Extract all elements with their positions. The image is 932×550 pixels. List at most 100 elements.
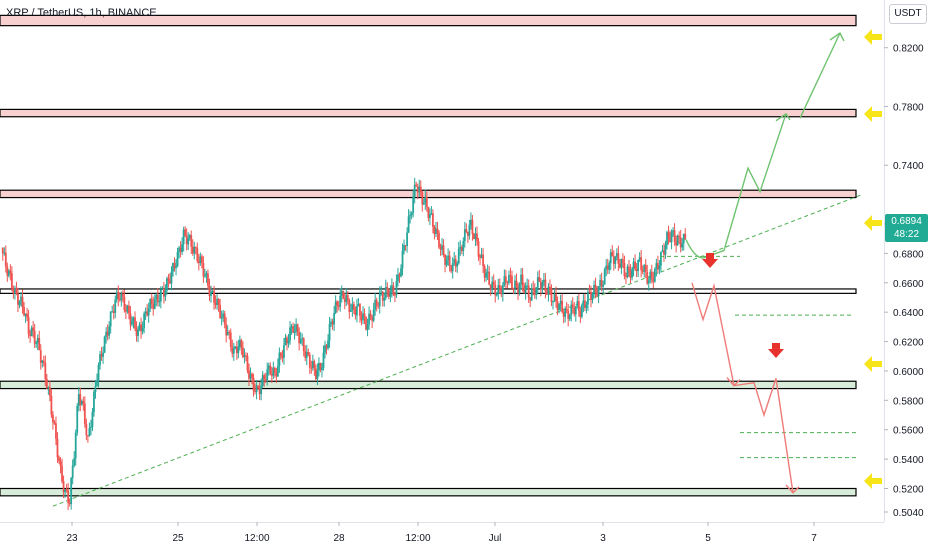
candle	[1, 247, 4, 261]
candle	[286, 335, 288, 351]
candle	[378, 286, 381, 314]
candle-body	[625, 276, 627, 278]
candle	[137, 326, 139, 343]
time-axis[interactable]: 23 25 12:00 28 12:00 Jul 3 5 7	[66, 522, 817, 544]
candle-body	[67, 490, 70, 503]
candle-body	[121, 293, 124, 297]
candle-body	[243, 355, 246, 357]
candle	[473, 232, 475, 240]
candle	[521, 267, 524, 292]
candle	[272, 361, 275, 380]
candle-body	[286, 337, 288, 344]
candle-body	[644, 265, 647, 272]
candle	[647, 276, 650, 291]
candle	[476, 226, 478, 246]
candle-body	[549, 286, 551, 291]
candle	[401, 243, 404, 276]
candle	[526, 278, 529, 290]
candle-body	[413, 184, 416, 197]
candle	[629, 264, 632, 284]
candle	[365, 316, 367, 331]
bearish-arrowhead	[726, 377, 741, 387]
candle	[634, 254, 636, 271]
candle-body	[14, 288, 16, 294]
candle	[468, 219, 471, 240]
candle-body	[261, 375, 264, 386]
candle	[511, 270, 513, 291]
candle	[58, 455, 60, 464]
candle	[24, 313, 27, 323]
candle	[298, 327, 301, 351]
currency-button[interactable]: USDT	[889, 4, 927, 24]
candle	[611, 245, 614, 257]
candle-body	[521, 274, 524, 286]
price-tick-label: 0.6000	[893, 367, 924, 378]
price-tick-label: 0.6400	[893, 308, 924, 319]
candle-body	[535, 287, 538, 295]
candle-body	[339, 295, 342, 307]
candle	[82, 396, 85, 411]
candle	[214, 295, 217, 309]
candle-body	[205, 273, 208, 276]
candle-body	[536, 277, 539, 288]
candle	[514, 275, 516, 295]
candle	[670, 229, 673, 250]
candle-body	[20, 296, 22, 302]
candle	[158, 294, 161, 307]
candle	[128, 300, 130, 320]
price-tick-label: 0.5040	[893, 508, 924, 519]
candle	[62, 475, 65, 499]
level-pointer-arrow-icon	[864, 29, 882, 45]
candle-body	[497, 285, 500, 294]
candle-body	[389, 291, 392, 297]
candle	[48, 381, 51, 402]
candle-body	[266, 369, 269, 381]
candle-body	[126, 305, 129, 312]
candle	[416, 183, 419, 200]
candle-body	[526, 285, 529, 287]
candle	[427, 206, 430, 222]
candle	[632, 257, 635, 277]
candle-body	[114, 299, 117, 313]
candle-body	[348, 300, 351, 312]
last-price-value: 0.6894	[891, 216, 922, 227]
candle-body	[495, 293, 498, 296]
candle	[149, 298, 152, 312]
candle	[254, 383, 256, 395]
candle	[681, 238, 684, 251]
candle-body	[450, 265, 453, 272]
candle-body	[448, 255, 451, 266]
candle	[240, 338, 243, 355]
candle	[451, 257, 454, 279]
candle-body	[100, 354, 103, 357]
candle-body	[184, 229, 187, 236]
candle-body	[88, 428, 91, 437]
candle-body	[643, 265, 646, 272]
candle-body	[293, 330, 296, 333]
candle-body	[299, 339, 302, 344]
candle-body	[479, 256, 481, 259]
candle-body	[584, 300, 586, 309]
candle-body	[342, 290, 345, 299]
candle-body	[602, 284, 605, 287]
candle	[618, 258, 621, 269]
candle	[503, 269, 506, 287]
candle	[675, 235, 678, 253]
candle-body	[328, 323, 331, 341]
candle-body	[359, 304, 361, 316]
candle	[340, 285, 343, 303]
candle-body	[53, 422, 56, 424]
candle	[88, 422, 91, 437]
candle	[197, 253, 200, 271]
candle-body	[562, 311, 565, 317]
candle	[173, 257, 176, 272]
candle-body	[386, 287, 389, 290]
candle	[38, 330, 41, 351]
candle	[550, 284, 553, 307]
candle-body	[485, 272, 488, 278]
candle-body	[576, 301, 579, 307]
candle	[438, 230, 440, 249]
candle	[196, 242, 199, 264]
candle	[308, 352, 311, 374]
